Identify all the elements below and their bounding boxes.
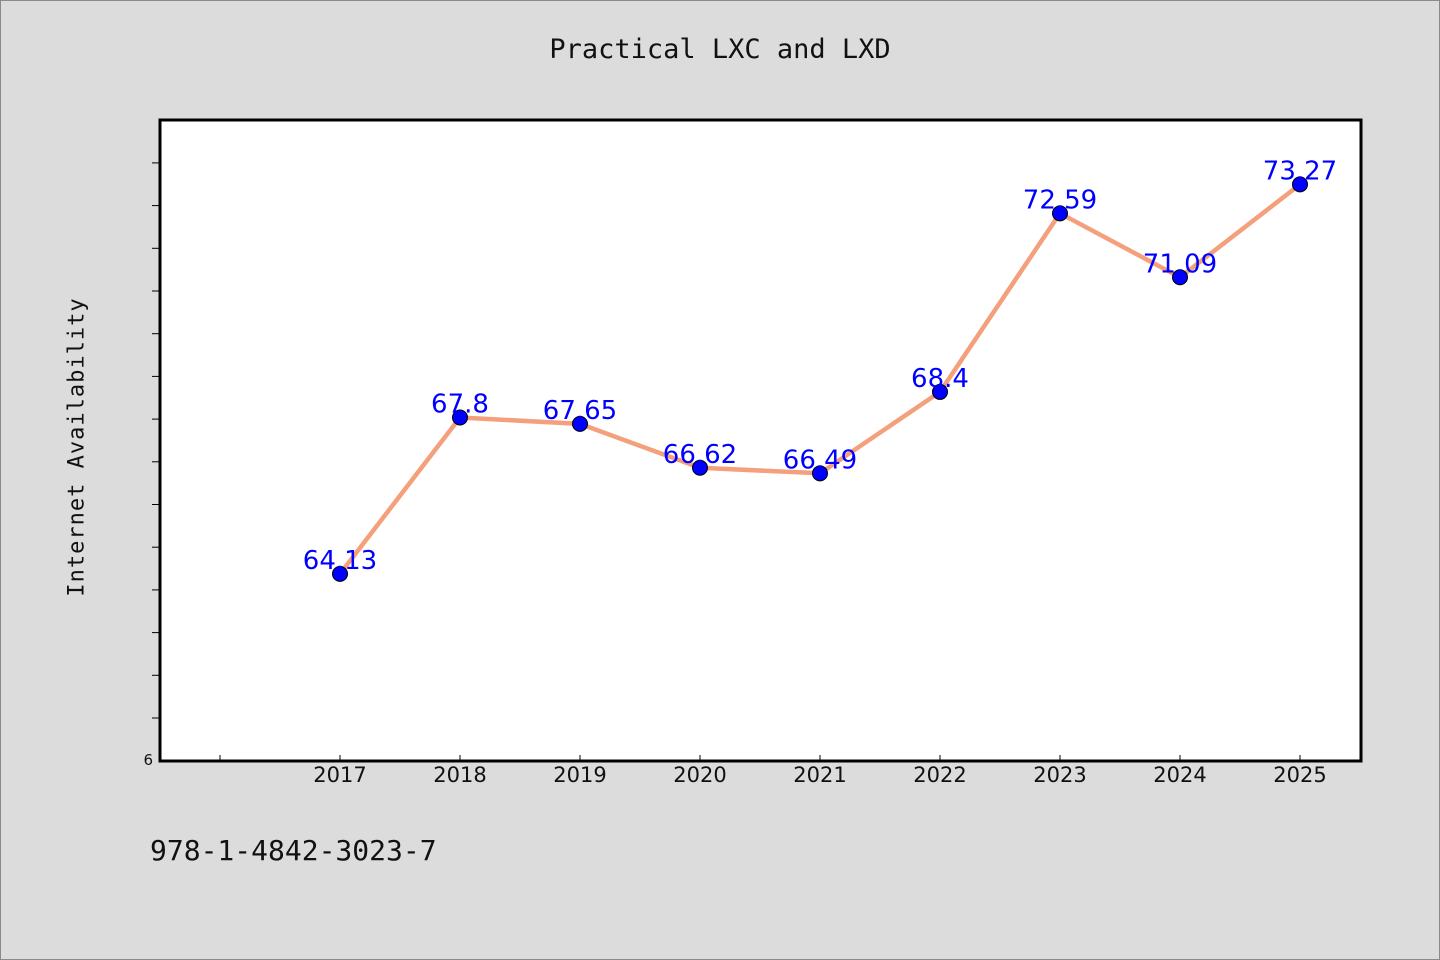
data-point xyxy=(932,383,948,400)
data-label: 66.62 xyxy=(663,440,737,470)
data-point xyxy=(452,409,468,426)
chart-title: Practical LXC and LXD xyxy=(549,34,891,65)
x-tick-label: 2024 xyxy=(1153,763,1206,787)
data-point xyxy=(332,565,348,582)
data-label: 68.4 xyxy=(911,364,969,394)
data-label: 66.49 xyxy=(783,445,857,475)
x-tick-label: 2022 xyxy=(913,763,966,787)
data-label: 73.27 xyxy=(1263,156,1337,186)
x-tick-label: 2025 xyxy=(1273,763,1326,787)
data-label: 64.13 xyxy=(303,546,377,576)
y-axis-min-label: 6 xyxy=(143,751,153,769)
data-point xyxy=(1172,269,1188,286)
x-tick-label: 2020 xyxy=(673,763,726,787)
x-tick-label: 2021 xyxy=(793,763,846,787)
x-tick-label: 2019 xyxy=(553,763,606,787)
series-layer: 64.13 67.8 67.65 66.62 66.49 68.4 72.59 71.09 73… xyxy=(303,156,1337,582)
plot-area xyxy=(158,118,1363,763)
x-tick-label: 2018 xyxy=(433,763,486,787)
data-point xyxy=(572,415,588,432)
data-label: 71.09 xyxy=(1143,249,1217,279)
data-label: 67.65 xyxy=(543,396,617,426)
data-point xyxy=(1052,205,1068,222)
x-axis-ticks: 2017 2018 2019 2020 2021 2022 2023 2024 2025 xyxy=(219,755,1327,787)
data-point xyxy=(692,459,708,476)
x-tick-label: 2017 xyxy=(313,763,366,787)
data-label: 72.59 xyxy=(1023,185,1097,215)
x-tick-label: 2023 xyxy=(1033,763,1086,787)
y-axis-ticks xyxy=(152,162,160,719)
data-label: 67.8 xyxy=(431,389,489,419)
footer-isbn: 978-1-4842-3023-7 xyxy=(150,834,437,867)
data-point xyxy=(812,465,828,482)
data-point xyxy=(1292,176,1308,193)
